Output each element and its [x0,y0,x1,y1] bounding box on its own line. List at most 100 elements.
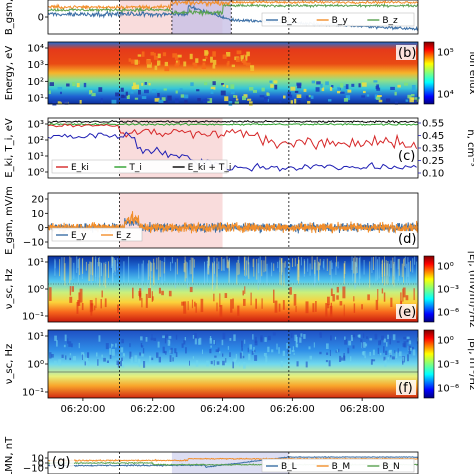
e-spectrogram-streak [238,256,240,264]
e-spectrogram-streak [100,262,102,276]
e-spectrogram-streak [104,298,107,308]
e-spectrogram-streak [243,298,246,306]
e-spectrogram-streak [279,260,281,273]
ion-spectrogram-pixel [246,51,250,57]
b-spectrogram-pixel [217,347,220,353]
ion-spectrogram-pixel [222,84,225,87]
e-spectrogram-streak [283,262,285,287]
e-spectrogram-streak [318,263,320,282]
legend-box-c [51,159,228,174]
e-spectrogram-streak [108,261,109,278]
ion-spectrogram-pixel [279,99,282,103]
y2-axis-label-c: n, cm⁻³ [465,129,474,166]
b-spectrogram-pixel [225,358,227,363]
b-spectrogram-pixel [157,341,160,348]
b-spectrogram-pixel [141,353,144,357]
b-spectrogram-pixel [407,354,409,362]
e-spectrogram-streak [161,261,163,284]
legend-label-g: B_L [281,462,297,472]
b-spectrogram-pixel [184,337,186,341]
ion-spectrogram-pixel [221,83,224,86]
e-spectrogram-streak [318,261,319,281]
e-spectrogram-streak [150,262,152,272]
b-spectrogram-pixel [96,352,98,357]
e-spectrogram-streak [344,261,346,274]
e-spectrogram-streak [392,263,394,277]
e-spectrogram-streak [200,298,204,313]
e-spectrogram-streak [282,300,285,310]
legend-label-c: E_ki [71,163,89,173]
e-spectrogram-streak [187,301,189,311]
ion-spectrogram-pixel [204,82,208,86]
b-spectrogram-pixel [54,360,57,365]
e-spectrogram-streak [218,261,220,269]
b-spectrogram-pixel [369,338,373,341]
b-spectrogram-pixel [241,340,243,348]
b-spectrogram-pixel [222,332,226,340]
b-spectrogram-pixel [339,355,342,362]
ion-spectrogram-pixel [340,82,344,88]
e-spectrogram-streak [193,259,195,268]
b-spectrogram-pixel [252,334,254,340]
e-spectrogram-streak [401,263,403,278]
e-spectrogram-streak [277,261,279,269]
b-spectrogram-pixel [363,342,366,348]
e-spectrogram-streak [414,256,416,265]
b-spectrogram-pixel [362,342,364,348]
b-spectrogram-pixel [383,338,386,343]
e-spectrogram-streak [403,258,405,267]
e-spectrogram-streak [332,294,335,302]
ion-spectrogram-pixel [212,64,216,69]
ion-spectrogram-pixel [48,90,51,94]
b-spectrogram-pixel [328,360,331,367]
legend-box-g [261,458,415,473]
b-spectrogram-pixel [115,343,117,348]
ion-spectrogram-pixel [310,95,314,99]
series-density [47,131,417,172]
e-spectrogram-streak [158,287,161,294]
b-spectrogram-pixel [69,353,72,356]
b-spectrogram-pixel [412,346,414,350]
ion-spectrogram-pixel [72,81,76,87]
e-spectrogram-streak [152,296,154,301]
b-spectrogram-pixel [417,337,419,342]
colorbar-e [423,255,435,323]
e-spectrogram-streak [274,300,278,313]
b-spectrogram-pixel [109,348,112,355]
b-spectrogram-pixel [194,333,197,340]
ion-spectrogram-pixel [340,91,345,94]
panel-letter-f: (f) [398,381,413,396]
ion-spectrogram-pixel [321,87,325,92]
b-spectrogram-pixel [365,343,368,347]
ion-spectrogram-pixel [210,56,213,63]
b-spectrogram-pixel [129,343,131,348]
e-spectrogram-streak [170,261,172,271]
ion-spectrogram-pixel [231,64,235,68]
b-spectrogram-pixel [344,336,346,340]
interval-shading-g [171,452,289,474]
b-spectrogram-pixel [308,346,311,350]
ion-spectrogram-pixel [236,50,242,55]
e-spectrogram-streak [149,261,151,289]
e-spectrogram-streak [101,290,103,298]
e-spectrogram-streak [232,298,234,309]
ion-spectrogram-pixel [250,65,255,71]
e-spectrogram-streak [271,262,273,277]
e-spectrogram-streak [281,263,283,276]
e-spectrogram-streak [263,260,265,273]
e-spectrogram-streak [191,299,193,309]
b-spectrogram-pixel [168,335,172,339]
e-spectrogram-streak [361,304,363,310]
ion-spectrogram-pixel [308,94,311,98]
ion-spectrogram-pixel [247,98,252,101]
ion-spectrogram-pixel [133,82,136,87]
ion-spectrogram-pixel [197,98,201,102]
b-spectrogram-pixel [119,360,122,367]
e-spectrogram-streak [250,292,252,306]
ion-spectrogram-pixel [134,97,139,100]
e-spectrogram-streak [76,302,79,314]
b-spectrogram-pixel [286,343,289,349]
b-spectrogram-pixel [229,352,231,357]
y2tick-label-c: 0.25 [422,156,444,167]
e-spectrogram-streak [138,263,140,279]
